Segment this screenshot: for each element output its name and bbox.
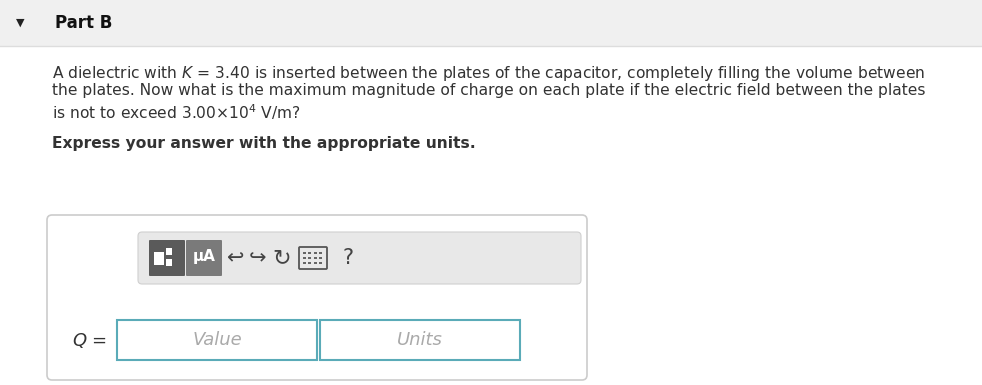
Text: $Q$ =: $Q$ = <box>72 330 107 350</box>
Bar <box>308 261 311 264</box>
Bar <box>303 261 306 264</box>
Bar <box>166 259 172 266</box>
Bar <box>319 251 322 254</box>
Bar <box>314 256 317 259</box>
Text: Value: Value <box>192 331 242 349</box>
Text: μA: μA <box>192 249 215 264</box>
Bar <box>308 256 311 259</box>
Bar <box>154 252 164 265</box>
Bar <box>117 320 317 360</box>
Text: A dielectric with $\mathit{K}$ = 3.40 is inserted between the plates of the capa: A dielectric with $\mathit{K}$ = 3.40 is… <box>52 64 925 83</box>
Text: ↪: ↪ <box>249 248 267 268</box>
Text: Express your answer with the appropriate units.: Express your answer with the appropriate… <box>52 136 475 151</box>
FancyBboxPatch shape <box>149 240 185 276</box>
Text: ↻: ↻ <box>273 248 292 268</box>
Bar <box>320 320 520 360</box>
Text: ↩: ↩ <box>226 248 244 268</box>
Bar <box>303 256 306 259</box>
Bar <box>314 261 317 264</box>
Bar <box>303 251 306 254</box>
Bar <box>0 0 982 46</box>
Bar <box>319 261 322 264</box>
FancyBboxPatch shape <box>186 240 222 276</box>
FancyBboxPatch shape <box>47 215 587 380</box>
Text: Units: Units <box>397 331 443 349</box>
Text: is not to exceed 3.00$\times$10$^{4}$ V/m?: is not to exceed 3.00$\times$10$^{4}$ V/… <box>52 102 300 122</box>
Bar <box>319 256 322 259</box>
Bar <box>308 251 311 254</box>
FancyBboxPatch shape <box>138 232 581 284</box>
Bar <box>166 248 172 255</box>
Text: ▼: ▼ <box>16 18 25 28</box>
Text: Part B: Part B <box>55 14 112 32</box>
Text: ?: ? <box>343 248 354 268</box>
Text: the plates. Now what is the maximum magnitude of charge on each plate if the ele: the plates. Now what is the maximum magn… <box>52 83 925 98</box>
Bar <box>314 251 317 254</box>
